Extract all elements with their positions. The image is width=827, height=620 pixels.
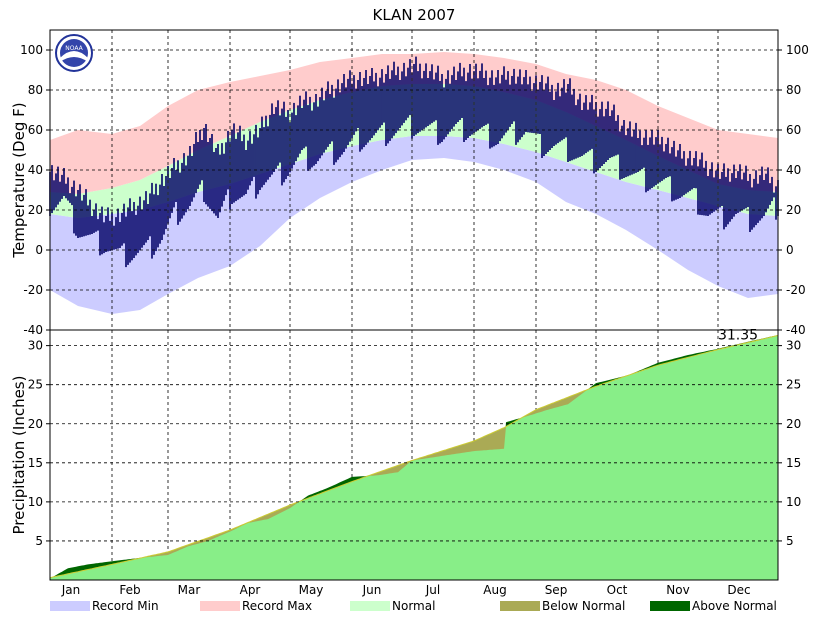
- legend-label: Normal: [392, 599, 435, 613]
- month-tick-label: Aug: [483, 583, 506, 597]
- precip-tick-label: 10: [28, 495, 43, 509]
- legend-swatch: [650, 601, 690, 611]
- month-tick-label: Apr: [240, 583, 261, 597]
- temp-tick-label: 60: [28, 123, 43, 137]
- month-tick-label: Dec: [727, 583, 750, 597]
- precip-tick-label: 30: [28, 339, 43, 353]
- precip-tick-label-right: 15: [786, 456, 801, 470]
- temp-tick-label: 100: [20, 43, 43, 57]
- temp-tick-label-right: 20: [786, 203, 801, 217]
- month-tick-label: Sep: [545, 583, 568, 597]
- precip-frame: [49, 329, 779, 581]
- temp-axis-label: Temperature (Deg F): [10, 102, 28, 258]
- normal-precip-line: [49, 335, 779, 579]
- month-tick-label: Mar: [178, 583, 201, 597]
- month-tick-label: Jun: [362, 583, 382, 597]
- noaa-logo-text: NOAA: [65, 45, 83, 52]
- precip-tick-label-right: 20: [786, 417, 801, 431]
- precip-tick-label-right: 25: [786, 378, 801, 392]
- temp-tick-label-right: 100: [786, 43, 809, 57]
- legend: Record Min Record Max Normal Below Normal Ab…: [50, 599, 777, 613]
- band-record-max: [50, 52, 778, 194]
- precip-tick-label: 15: [28, 456, 43, 470]
- temp-tick-label: 20: [28, 203, 43, 217]
- precip-tick-label: 5: [35, 534, 43, 548]
- legend-swatch: [50, 601, 90, 611]
- legend-label: Below Normal: [542, 599, 625, 613]
- temp-tick-label: 80: [28, 83, 43, 97]
- observed-temperature-series: [49, 56, 779, 268]
- temp-tick-label-right: 80: [786, 83, 801, 97]
- month-tick-label: Oct: [607, 583, 628, 597]
- precip-tick-label-right: 10: [786, 495, 801, 509]
- precip-axis-label: Precipitation (Inches): [10, 376, 28, 535]
- temp-tick-label: -40: [23, 323, 43, 337]
- temp-tick-label-right: -40: [786, 323, 806, 337]
- month-tick-label: Feb: [119, 583, 140, 597]
- legend-swatch: [200, 601, 240, 611]
- month-tick-label: May: [299, 583, 324, 597]
- temp-tick-label: 0: [35, 243, 43, 257]
- temperature-panel: -40 -20 0 20 40 60 80 100 -40 -20 0 20 40 60 80 100 Temp…: [10, 29, 809, 580]
- noaa-logo-icon: NOAA: [55, 34, 93, 72]
- temp-tick-label-right: 40: [786, 163, 801, 177]
- legend-label: Record Max: [242, 599, 312, 613]
- temp-tick-label: 40: [28, 163, 43, 177]
- precip-tick-label-right: 5: [786, 534, 794, 548]
- chart-title: KLAN 2007: [373, 6, 456, 24]
- noaa-logo-wing: [60, 51, 88, 62]
- temp-tick-label-right: 0: [786, 243, 794, 257]
- precip-tick-label: 20: [28, 417, 43, 431]
- precipitation-panel: 5 5 10 10 15 15 20 20 25 25 30 30 Precipitation (Inc…: [10, 327, 801, 597]
- legend-label: Above Normal: [692, 599, 777, 613]
- temp-tick-label-right: -20: [786, 283, 806, 297]
- normal-precip-area: [50, 335, 778, 580]
- legend-swatch: [500, 601, 540, 611]
- precip-total-annotation: 31.35: [718, 327, 758, 343]
- month-tick-label: Jul: [425, 583, 440, 597]
- month-tick-label: Nov: [666, 583, 689, 597]
- temp-tick-label-right: 60: [786, 123, 801, 137]
- legend-label: Record Min: [92, 599, 159, 613]
- month-tick-label: Jan: [61, 583, 81, 597]
- legend-swatch: [350, 601, 390, 611]
- precip-tick-label: 25: [28, 378, 43, 392]
- precip-tick-label-right: 30: [786, 339, 801, 353]
- temp-tick-label: -20: [23, 283, 43, 297]
